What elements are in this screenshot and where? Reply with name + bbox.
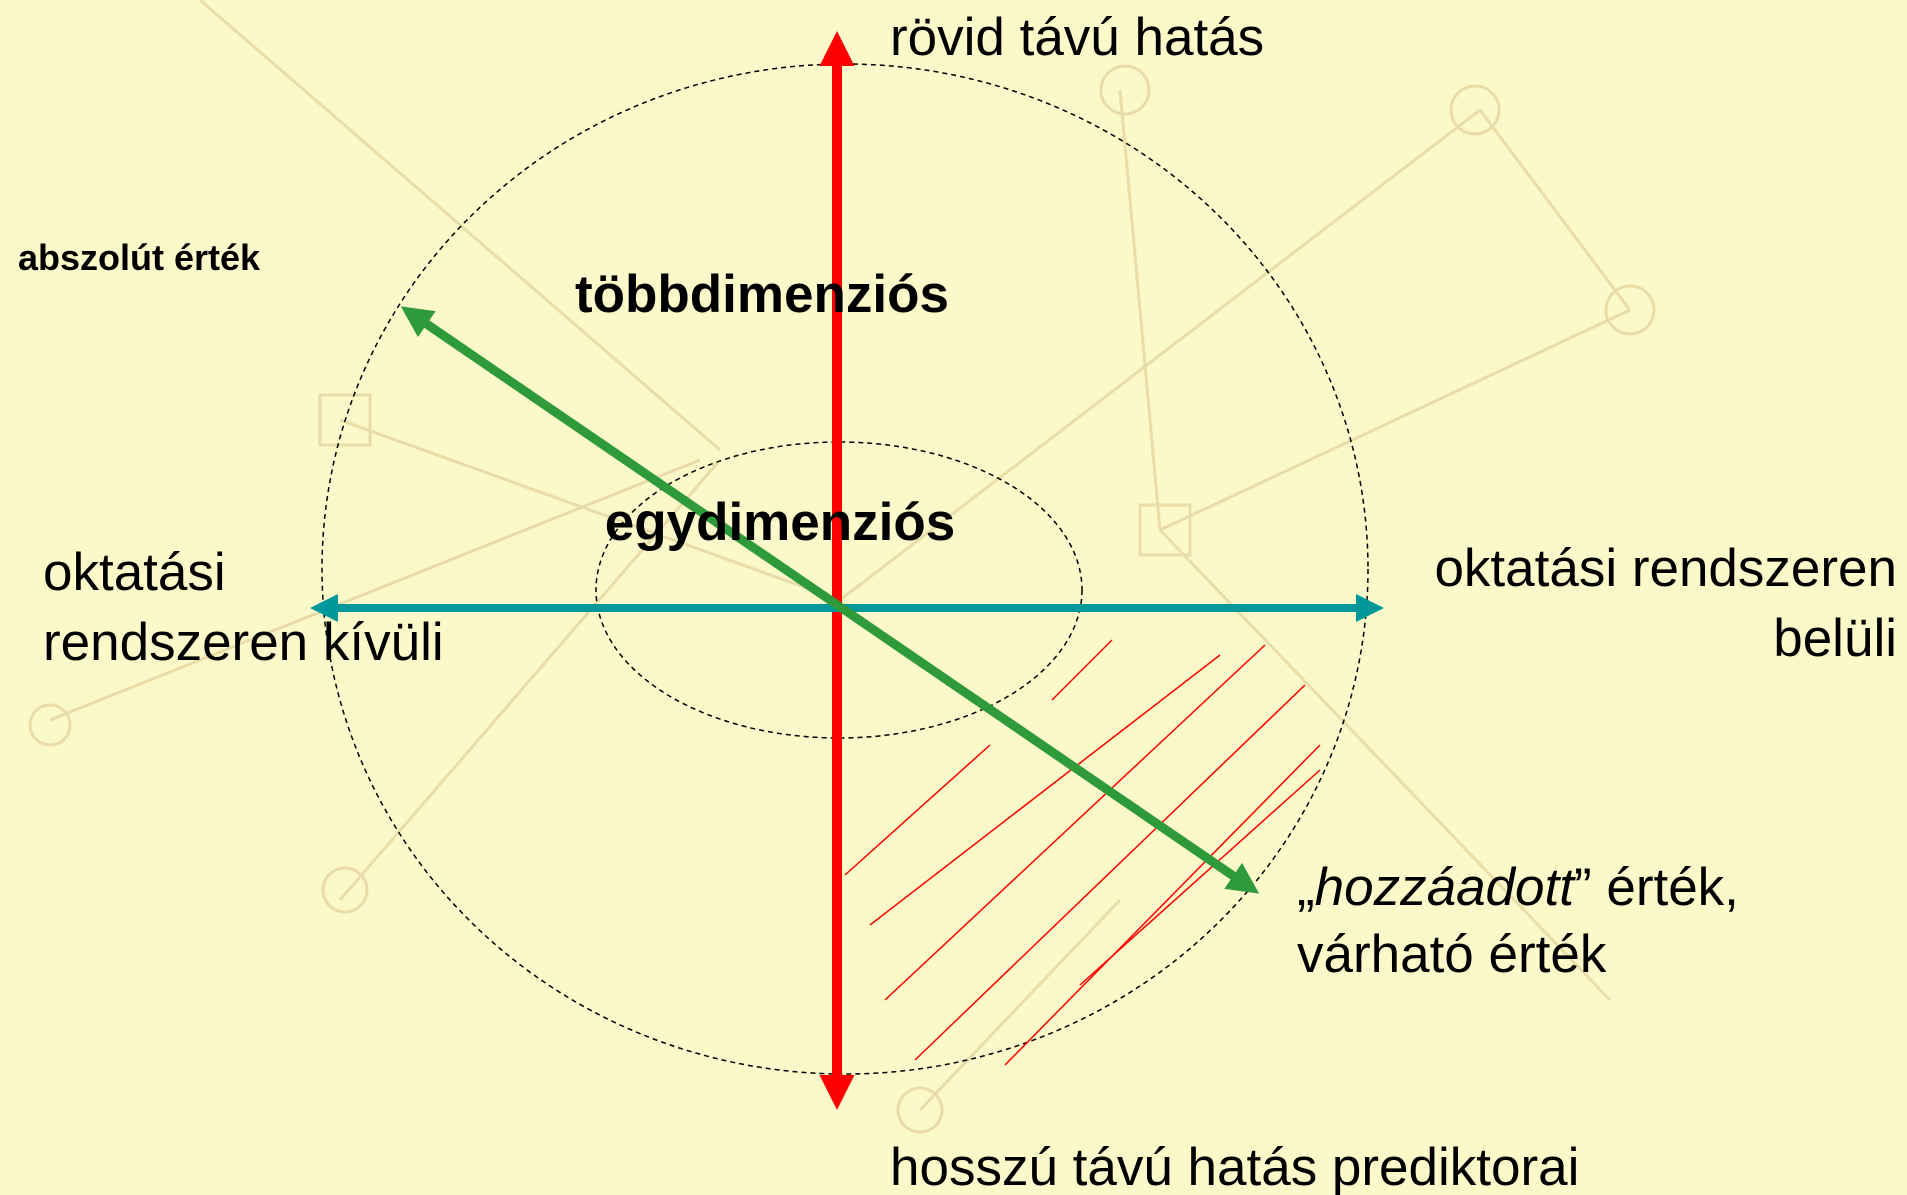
- diagonal-arrow: [400, 306, 1260, 894]
- left-label: rendszeren kívüli: [43, 613, 444, 672]
- inner-region-label: egydimenziós: [605, 493, 955, 552]
- rest: ” érték,: [1574, 858, 1739, 917]
- outer-region-label: többdimenziós: [575, 265, 949, 324]
- right-label: oktatási rendszeren: [1434, 539, 1897, 598]
- top-label: rövid távú hatás: [890, 8, 1264, 67]
- diagonal-end-label: „hozzáadott” érték,: [1297, 858, 1739, 917]
- right-label: belüli: [1773, 609, 1897, 668]
- diagonal-start-label: abszolút érték: [18, 237, 261, 278]
- italic-word: hozzáadott: [1315, 858, 1577, 917]
- diagonal-end-label-2: várható érték: [1297, 925, 1607, 984]
- left-label: oktatási: [43, 543, 226, 602]
- bottom-label: hosszú távú hatás prediktorai: [890, 1138, 1579, 1195]
- quote: „: [1297, 858, 1315, 917]
